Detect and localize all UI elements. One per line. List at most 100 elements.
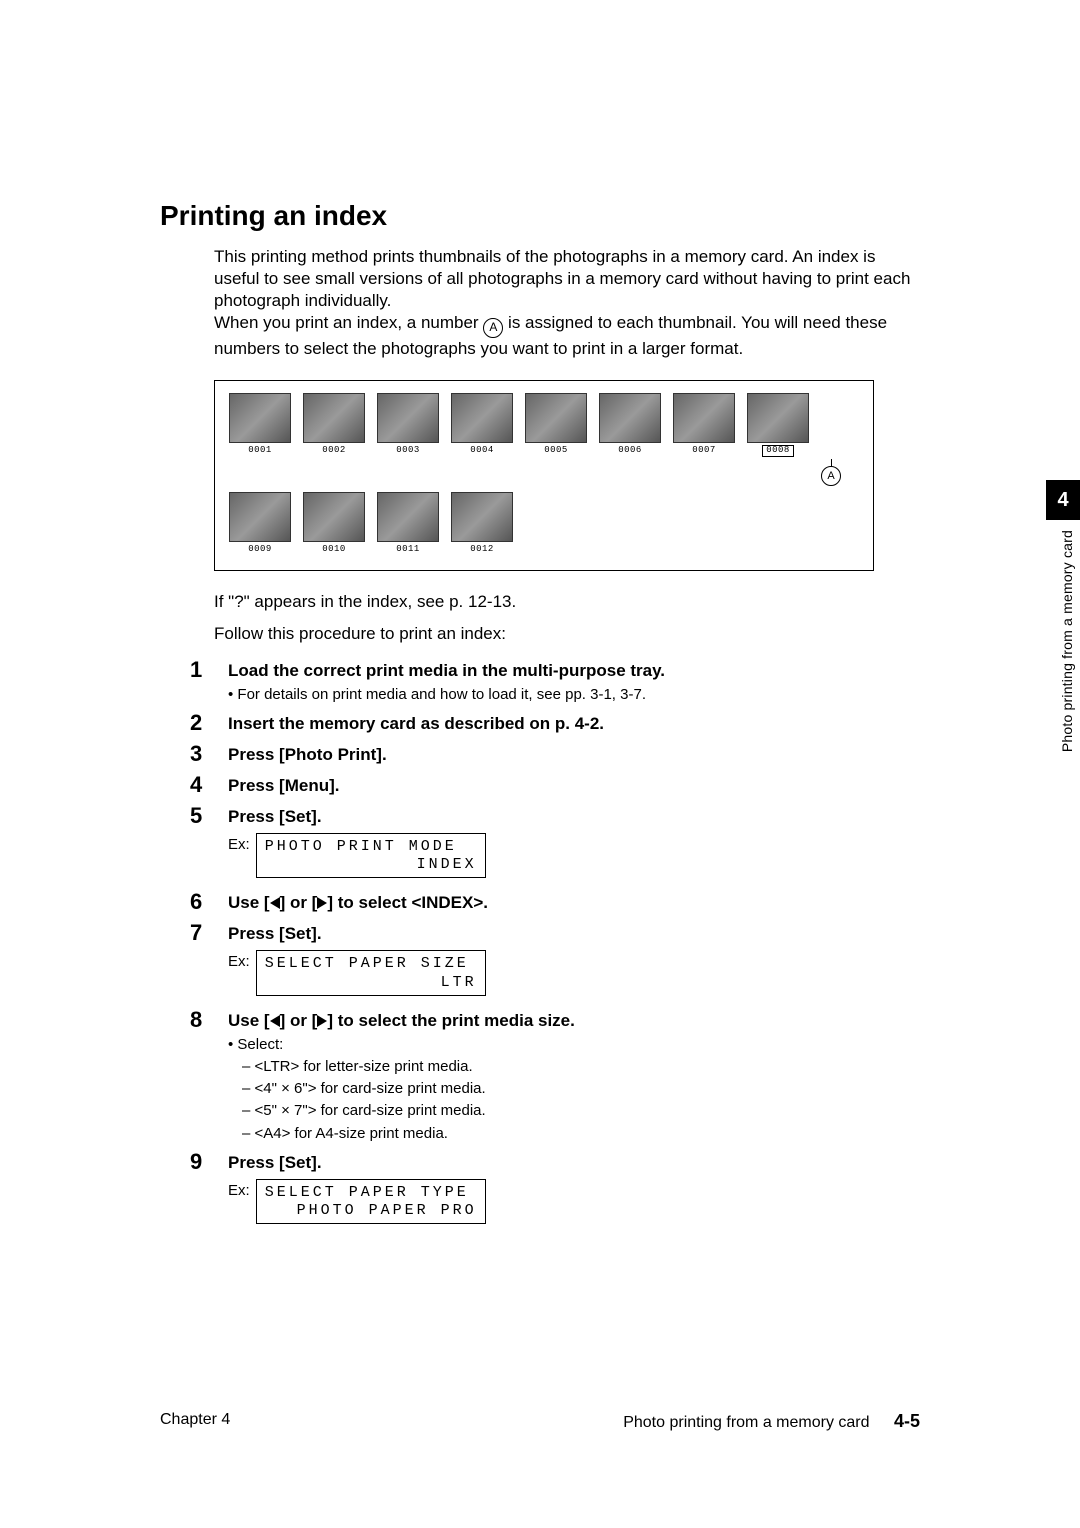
- s8-mid: ] or [: [280, 1011, 318, 1030]
- s8-post: ] to select the print media size.: [327, 1011, 575, 1030]
- intro-paragraph-1: This printing method prints thumbnails o…: [214, 246, 920, 312]
- thumbnail-number: 0008: [762, 445, 794, 457]
- note-question-mark: If "?" appears in the index, see p. 12-1…: [214, 589, 920, 615]
- thumb-row-2: 0009 0010 0011 0012: [229, 492, 859, 554]
- thumbnail-number: 0009: [248, 544, 272, 554]
- step-7: 7 Press [Set]. Ex: SELECT PAPER SIZE LTR: [190, 921, 920, 1001]
- marker-letter-inline: A: [489, 320, 497, 336]
- after-figure-text: If "?" appears in the index, see p. 12-1…: [214, 589, 920, 648]
- s8-pre: Use [: [228, 1011, 270, 1030]
- thumbnail-number: 0010: [322, 544, 346, 554]
- footer-title: Photo printing from a memory card: [623, 1414, 869, 1431]
- s6-mid: ] or [: [280, 893, 318, 912]
- step-8-title: Use [ ] or [ ] to select the print media s…: [228, 1010, 575, 1033]
- ex-label: Ex:: [228, 833, 250, 855]
- s6-pre: Use [: [228, 893, 270, 912]
- lcd-line2: INDEX: [265, 856, 477, 875]
- intro-block: This printing method prints thumbnails o…: [214, 246, 920, 360]
- thumbnail-image: [229, 393, 291, 443]
- step-8-opt4: <A4> for A4-size print media.: [242, 1124, 575, 1144]
- step-8: 8 Use [ ] or [ ] to select the print media…: [190, 1008, 920, 1144]
- step-5-title: Press [Set].: [228, 806, 486, 829]
- step-3: 3 Press [Photo Print].: [190, 742, 920, 767]
- step-num: 4: [190, 773, 228, 797]
- step-num: 3: [190, 742, 228, 766]
- thumbnail-image: [747, 393, 809, 443]
- lcd-line2: LTR: [265, 974, 477, 993]
- thumbnail-number: 0011: [396, 544, 420, 554]
- marker-inline: A: [483, 318, 503, 338]
- step-1: 1 Load the correct print media in the mu…: [190, 658, 920, 705]
- intro-paragraph-2: When you print an index, a number A is a…: [214, 312, 920, 360]
- thumbnail: 0009: [229, 492, 291, 554]
- thumbnail: 0006: [599, 393, 661, 457]
- thumbnail: 0003: [377, 393, 439, 457]
- thumbnail-image: [377, 492, 439, 542]
- procedure-lead: Follow this procedure to print an index:: [214, 621, 920, 647]
- steps-list: 1 Load the correct print media in the mu…: [190, 658, 920, 1230]
- step-8-opt2: <4" × 6"> for card-size print media.: [242, 1079, 575, 1099]
- thumbnail-number: 0005: [544, 445, 568, 455]
- thumbnail: 0011: [377, 492, 439, 554]
- chapter-number-tab: 4: [1046, 480, 1080, 520]
- step-8-opt1: <LTR> for letter-size print media.: [242, 1057, 575, 1077]
- lcd-line1: PHOTO PRINT MODE: [265, 838, 477, 857]
- lcd-example-3: Ex: SELECT PAPER TYPE PHOTO PAPER PRO: [228, 1179, 486, 1225]
- intro-p2-pre: When you print an index, a number: [214, 313, 483, 332]
- thumb-row-1: 0001 0002 0003 0004 0005 0006 0007 0008: [229, 393, 859, 457]
- lcd-line1: SELECT PAPER TYPE: [265, 1184, 477, 1203]
- step-6: 6 Use [] or [] to select <INDEX>.: [190, 890, 920, 915]
- step-num: 7: [190, 921, 228, 945]
- step-4-title: Press [Menu].: [228, 775, 339, 798]
- thumbnail-image: [599, 393, 661, 443]
- marker-circle: A: [821, 466, 841, 486]
- thumbnail-image: [229, 492, 291, 542]
- thumbnail-image: [451, 492, 513, 542]
- step-1-title: Load the correct print media in the mult…: [228, 660, 665, 683]
- step-num: 2: [190, 711, 228, 735]
- thumbnail: 0012: [451, 492, 513, 554]
- thumbnail-number: 0003: [396, 445, 420, 455]
- thumbnail: 0007: [673, 393, 735, 457]
- step-8-select: Select:: [228, 1035, 575, 1055]
- step-num: 8: [190, 1008, 228, 1032]
- thumbnail-number: 0001: [248, 445, 272, 455]
- chapter-side-tab: 4 Photo printing from a memory card: [1046, 480, 1080, 752]
- step-num: 5: [190, 804, 228, 828]
- step-3-title: Press [Photo Print].: [228, 744, 387, 767]
- step-2-title: Insert the memory card as described on p…: [228, 713, 604, 736]
- step-1-sub: For details on print media and how to lo…: [228, 685, 665, 705]
- section-title: Printing an index: [160, 200, 920, 232]
- thumbnail: 0002: [303, 393, 365, 457]
- right-arrow-icon: [317, 897, 327, 909]
- step-7-title: Press [Set].: [228, 923, 486, 946]
- thumbnail-number: 0007: [692, 445, 716, 455]
- thumbnail-image: [377, 393, 439, 443]
- thumbnail-image: [303, 393, 365, 443]
- lcd-example-1: Ex: PHOTO PRINT MODE INDEX: [228, 833, 486, 879]
- ex-label: Ex:: [228, 950, 250, 972]
- thumbnail: 0010: [303, 492, 365, 554]
- chapter-side-text: Photo printing from a memory card: [1051, 530, 1075, 752]
- footer-page-number: 4-5: [894, 1411, 920, 1431]
- thumbnail-number: 0002: [322, 445, 346, 455]
- s6-post: ] to select <INDEX>.: [327, 893, 488, 912]
- thumbnail-image: [525, 393, 587, 443]
- thumbnail: 0001: [229, 393, 291, 457]
- marker-callout: A: [821, 459, 841, 486]
- lcd-display: SELECT PAPER SIZE LTR: [256, 950, 486, 996]
- index-thumbnails-figure: 00010002000300040005000600070008 A 00090…: [214, 380, 874, 571]
- step-5: 5 Press [Set]. Ex: PHOTO PRINT MODE INDE…: [190, 804, 920, 884]
- lcd-line1: SELECT PAPER SIZE: [265, 955, 477, 974]
- step-4: 4 Press [Menu].: [190, 773, 920, 798]
- marker-letter: A: [827, 470, 834, 482]
- step-6-title: Use [ ] or [ ] to select <INDEX>.: [228, 892, 488, 915]
- footer-chapter: Chapter 4: [160, 1411, 230, 1432]
- lcd-line2: PHOTO PAPER PRO: [265, 1202, 477, 1221]
- left-arrow-icon: [270, 1015, 280, 1027]
- thumbnail-number: 0004: [470, 445, 494, 455]
- lcd-display: PHOTO PRINT MODE INDEX: [256, 833, 486, 879]
- ex-label: Ex:: [228, 1179, 250, 1201]
- thumbnail-number: 0012: [470, 544, 494, 554]
- left-arrow-icon: [270, 897, 280, 909]
